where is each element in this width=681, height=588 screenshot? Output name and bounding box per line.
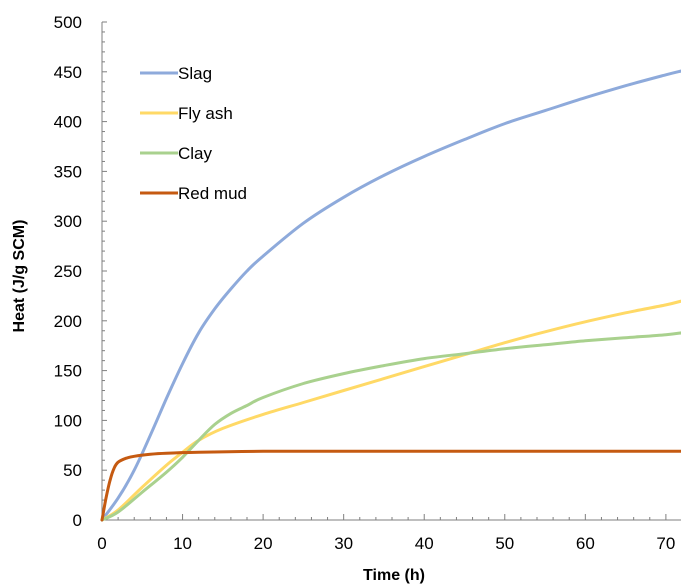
x-tick-label: 30 bbox=[334, 534, 353, 553]
y-tick-label: 200 bbox=[54, 312, 82, 331]
legend-label-fly-ash: Fly ash bbox=[178, 104, 233, 123]
axes: 0 50 100 150 200 250 300 350 400 450 500 0 10 20 30 40 5… bbox=[54, 13, 681, 553]
x-tick-label: 40 bbox=[415, 534, 434, 553]
x-tick-label: 50 bbox=[495, 534, 514, 553]
legend: Slag Fly ash Clay Red mud bbox=[140, 64, 247, 203]
y-tick-label: 50 bbox=[63, 461, 82, 480]
x-tick-label: 20 bbox=[254, 534, 273, 553]
series-line-red-mud bbox=[100, 449, 681, 522]
x-axis-title: Time (h) bbox=[363, 567, 425, 584]
y-tick-label: 350 bbox=[54, 162, 82, 181]
y-tick-label: 100 bbox=[54, 411, 82, 430]
legend-label-clay: Clay bbox=[178, 144, 213, 163]
legend-label-red-mud: Red mud bbox=[178, 184, 247, 203]
x-tick-label: 10 bbox=[173, 534, 192, 553]
series-line-fly-ash bbox=[100, 299, 681, 522]
x-tick-label: 60 bbox=[576, 534, 595, 553]
y-tick-label: 450 bbox=[54, 63, 82, 82]
x-tick-label: 0 bbox=[97, 534, 106, 553]
y-axis-title: Heat (J/g SCM) bbox=[11, 220, 28, 333]
y-tick-label: 250 bbox=[54, 262, 82, 281]
y-tick-label: 500 bbox=[54, 13, 82, 32]
x-tick-label: 70 bbox=[656, 534, 675, 553]
series-line-slag bbox=[100, 69, 681, 522]
y-tick-label: 300 bbox=[54, 212, 82, 231]
series-lines bbox=[100, 69, 681, 522]
y-tick-label: 400 bbox=[54, 113, 82, 132]
y-tick-label: 0 bbox=[73, 511, 82, 530]
series-line-clay bbox=[100, 331, 681, 522]
legend-label-slag: Slag bbox=[178, 64, 212, 83]
y-tick-label: 150 bbox=[54, 362, 82, 381]
